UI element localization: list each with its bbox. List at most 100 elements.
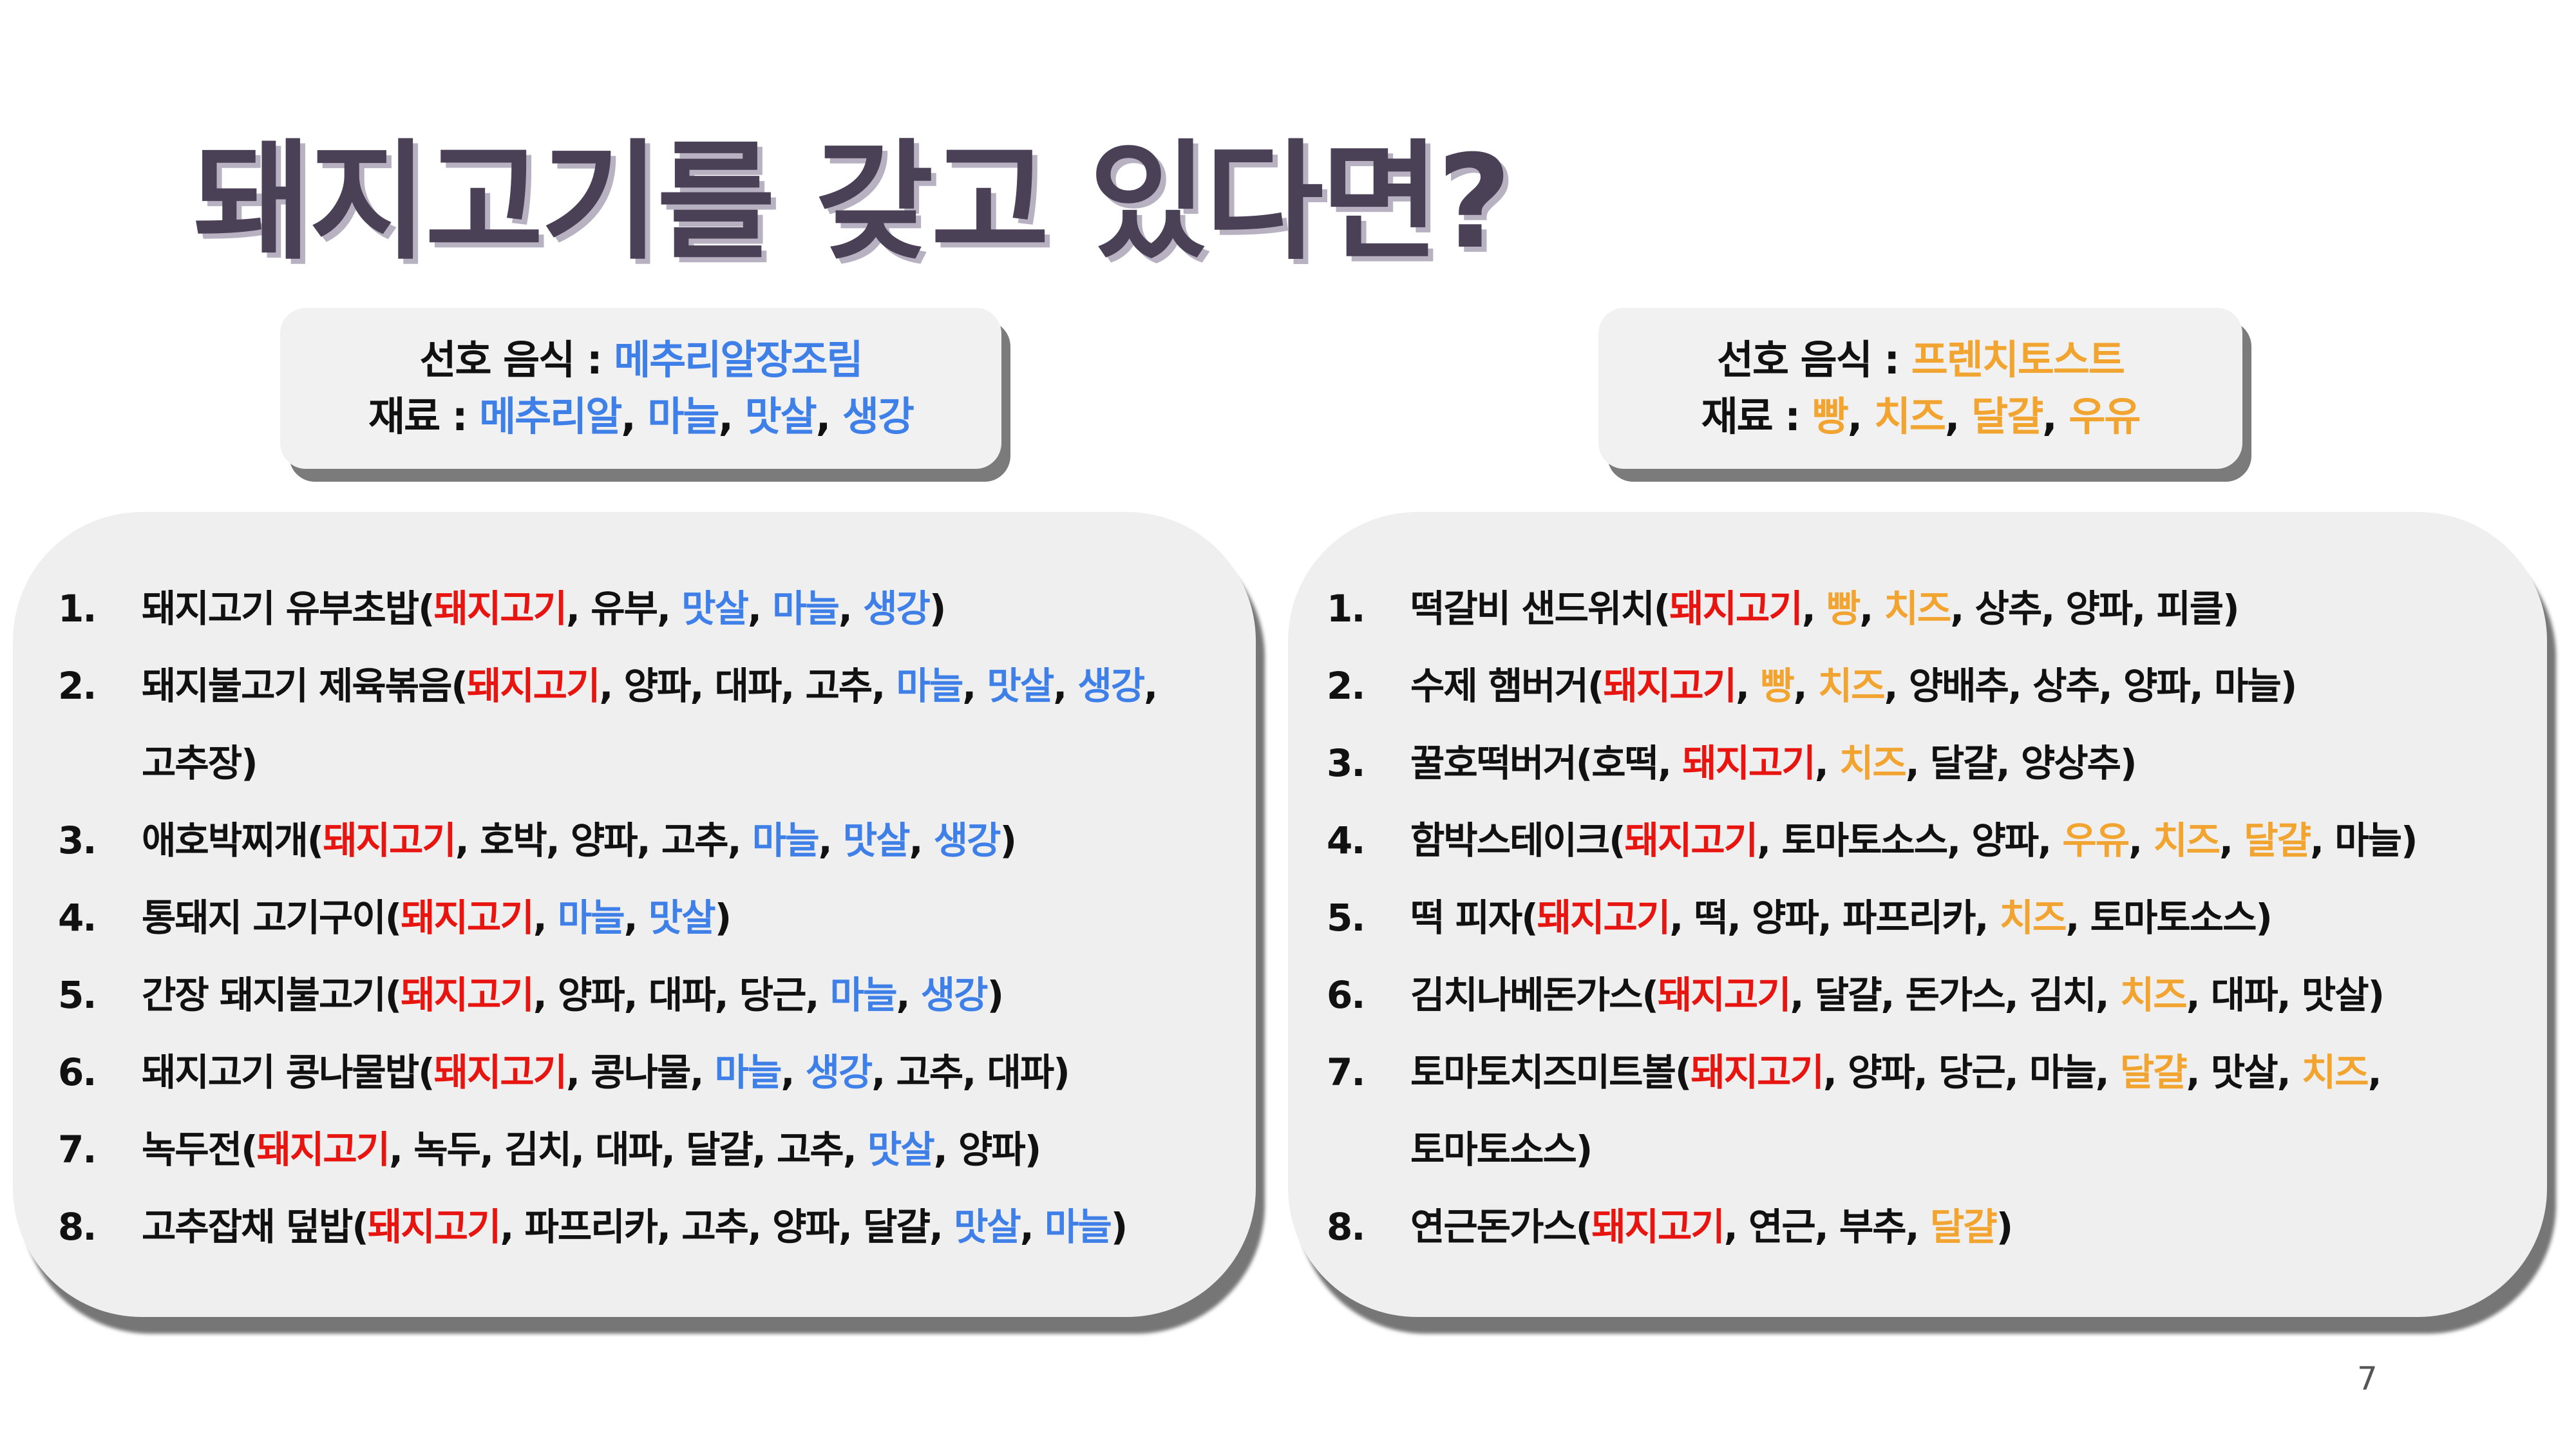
list-item-number: 3. xyxy=(1327,741,1365,785)
list-item-text: 함박스테이크(돼지고기, 토마토소스, 양파, 우유, 치즈, 달걀, 마늘) xyxy=(1410,802,2418,879)
list-item-text: 토마토치즈미트볼(돼지고기, 양파, 당근, 마늘, 달걀, 맛살, 치즈, xyxy=(1410,1034,2382,1111)
text-segment: , xyxy=(718,393,745,440)
list-item-number: 7. xyxy=(1327,1050,1365,1094)
text-segment: , xyxy=(2219,819,2244,862)
text-segment: ) xyxy=(999,819,1017,862)
ingredients-label: 재료 : xyxy=(368,393,480,440)
list-item-number: 8. xyxy=(58,1205,97,1249)
ingredient-highlight: 생강 xyxy=(933,819,1001,862)
text-segment: ) xyxy=(1996,1205,2013,1249)
ingredient-highlight: 달걀 xyxy=(1971,393,2043,440)
ingredient-highlight: 빵 xyxy=(1826,587,1861,630)
list-item-text: 연근돈가스(돼지고기, 연근, 부추, 달걀) xyxy=(1410,1188,2013,1265)
text-segment: , 상추, 양파, 피클) xyxy=(1950,587,2239,630)
text-segment: 수제 햄버거( xyxy=(1410,664,1605,708)
ingredient-highlight: 치즈 xyxy=(1884,587,1952,630)
text-segment: 꿀호떡버거(호떡, xyxy=(1410,741,1683,785)
text-segment: , 양배추, 상추, 양파, 마늘) xyxy=(1884,664,2298,708)
text-segment: 함박스테이크( xyxy=(1410,819,1626,862)
preferred-food-label: 선호 음식 : xyxy=(419,336,614,383)
ingredient-highlight: 돼지고기 xyxy=(1591,1205,1725,1249)
text-segment: , xyxy=(1847,393,1874,440)
ingredient-highlight: 돼지고기 xyxy=(1690,1050,1824,1094)
ingredient-highlight: 마늘 xyxy=(1045,1205,1112,1249)
ingredient-highlight: 마늘 xyxy=(714,1050,782,1094)
ingredient-highlight: 맛살 xyxy=(648,896,716,940)
list-item-number: 2. xyxy=(58,664,97,708)
list-item-number: 6. xyxy=(1327,973,1365,1017)
list-item-text: 꿀호떡버거(호떡, 돼지고기, 치즈, 달걀, 양상추) xyxy=(1410,724,2137,802)
preferred-food-line: 선호 음식 : 프렌치토스트 xyxy=(1717,332,2125,388)
text-segment: , xyxy=(621,393,648,440)
text-segment: , xyxy=(818,819,843,862)
text-segment: , xyxy=(533,896,558,940)
ingredient-highlight: 맛살 xyxy=(954,1205,1021,1249)
ingredient-highlight: 마늘 xyxy=(896,664,963,708)
list-item-number: 6. xyxy=(58,1050,97,1094)
ingredient-highlight: 마늘 xyxy=(752,819,820,862)
ingredient-highlight: 치즈 xyxy=(2119,973,2188,1017)
ingredient-highlight: 돼지고기 xyxy=(401,896,534,940)
ingredients-label: 재료 : xyxy=(1701,393,1812,440)
list-item-text: 돼지불고기 제육볶음(돼지고기, 양파, 대파, 고추, 마늘, 맛살, 생강, xyxy=(142,647,1158,724)
text-segment: , 연근, 부추, xyxy=(1723,1205,1930,1249)
ingredient-highlight: 마늘 xyxy=(557,896,625,940)
ingredient-highlight: 우유 xyxy=(2069,393,2141,440)
text-segment: , 대파, 맛살) xyxy=(2186,973,2385,1017)
text-segment: , 양파, 대파, 당근, xyxy=(533,973,830,1017)
ingredient-highlight: 돼지고기 xyxy=(1682,741,1815,785)
text-segment: , xyxy=(896,973,921,1017)
ingredient-highlight: 치즈 xyxy=(1999,896,2067,940)
text-segment: , 달걀, 양상추) xyxy=(1905,741,2137,785)
text-segment: ) xyxy=(987,973,1003,1017)
text-segment: 토마토치즈미트볼( xyxy=(1410,1050,1692,1094)
ingredient-highlight: 생강 xyxy=(842,393,914,440)
ingredient-highlight: 달걀 xyxy=(2244,819,2311,862)
text-segment: 간장 돼지불고기( xyxy=(142,973,402,1017)
ingredient-highlight: 우유 xyxy=(2062,819,2130,862)
ingredient-highlight: 치즈 xyxy=(2153,819,2221,862)
preferred-food-line: 선호 음식 : 메추리알장조림 xyxy=(419,332,864,388)
text-segment: 고추잡채 덮밥( xyxy=(142,1205,369,1249)
text-segment: 고추장) xyxy=(142,741,258,785)
text-segment: , xyxy=(1793,664,1818,708)
text-segment: , xyxy=(1801,587,1826,630)
text-segment: , 유부, xyxy=(566,587,682,630)
text-segment: , xyxy=(781,1050,806,1094)
text-segment: , 고추, 대파) xyxy=(871,1050,1070,1094)
list-item-text: 토마토소스) xyxy=(1410,1111,1593,1188)
list-item-text: 녹두전(돼지고기, 녹두, 김치, 대파, 달걀, 고추, 맛살, 양파) xyxy=(142,1111,1041,1188)
text-segment: , xyxy=(1859,587,1884,630)
list-item-text: 애호박찌개(돼지고기, 호박, 양파, 고추, 마늘, 맛살, 생강) xyxy=(142,802,1017,879)
list-item-text: 간장 돼지불고기(돼지고기, 양파, 대파, 당근, 마늘, 생강) xyxy=(142,956,1004,1034)
list-item-number: 4. xyxy=(1327,819,1365,862)
list-item-text: 고추장) xyxy=(142,724,258,802)
text-segment: , xyxy=(1944,393,1972,440)
ingredient-highlight: 마늘 xyxy=(647,393,719,440)
text-segment: 연근돈가스( xyxy=(1410,1205,1593,1249)
text-segment: 떡 피자( xyxy=(1410,896,1539,940)
list-item-number: 1. xyxy=(1327,587,1365,630)
text-segment: ) xyxy=(714,896,732,940)
ingredient-highlight: 돼지고기 xyxy=(466,664,600,708)
ingredient-highlight: 맛살 xyxy=(987,664,1054,708)
ingredient-highlight: 치즈 xyxy=(2301,1050,2369,1094)
list-item-number: 3. xyxy=(58,819,97,862)
list-item-text: 수제 햄버거(돼지고기, 빵, 치즈, 양배추, 상추, 양파, 마늘) xyxy=(1410,647,2298,724)
ingredient-highlight: 돼지고기 xyxy=(256,1128,390,1171)
text-segment: , xyxy=(1019,1205,1045,1249)
list-item-number: 4. xyxy=(58,896,97,940)
ingredient-highlight: 달걀 xyxy=(2119,1050,2188,1094)
list-item-number: 7. xyxy=(58,1128,97,1171)
text-segment: ) xyxy=(929,587,946,630)
text-segment: , xyxy=(623,896,649,940)
list-item-text: 돼지고기 유부초밥(돼지고기, 유부, 맛살, 마늘, 생강) xyxy=(142,570,946,647)
text-segment: , xyxy=(962,664,987,708)
text-segment: , 녹두, 김치, 대파, 달걀, 고추, xyxy=(389,1128,868,1171)
text-segment: 녹두전( xyxy=(142,1128,258,1171)
text-segment: , xyxy=(1144,664,1158,708)
ingredients-list: 메추리알, 마늘, 맛살, 생강 xyxy=(479,393,914,440)
list-item-text: 돼지고기 콩나물밥(돼지고기, 콩나물, 마늘, 생강, 고추, 대파) xyxy=(142,1034,1070,1111)
ingredient-highlight: 맛살 xyxy=(842,819,911,862)
ingredient-highlight: 돼지고기 xyxy=(1624,819,1758,862)
